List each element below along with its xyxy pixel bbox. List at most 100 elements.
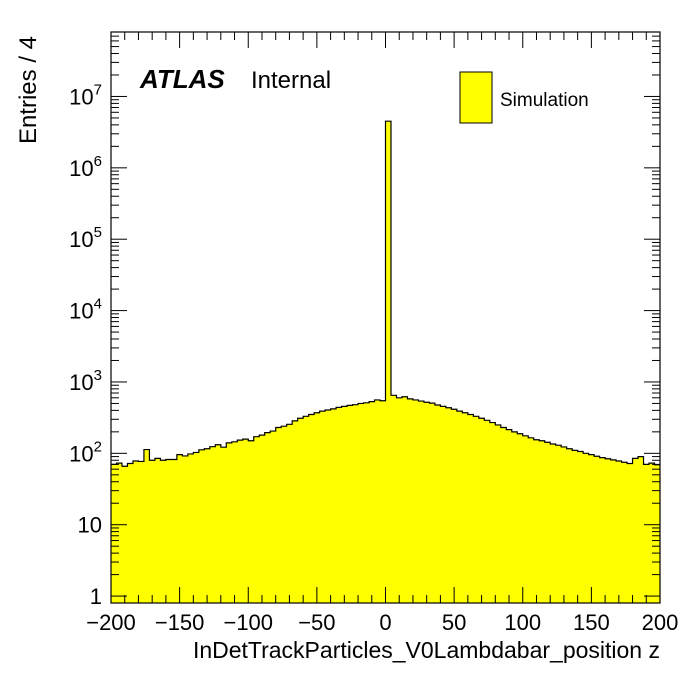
histogram-bin bbox=[407, 398, 414, 603]
x-tick-label: 50 bbox=[442, 610, 466, 635]
x-tick-label: 150 bbox=[573, 610, 610, 635]
histogram-bin bbox=[193, 452, 200, 603]
histogram-bin bbox=[621, 462, 628, 603]
x-tick-label: −100 bbox=[223, 610, 273, 635]
histogram-bin bbox=[489, 422, 496, 603]
histogram-bin bbox=[270, 431, 277, 603]
histogram-bin bbox=[517, 433, 524, 603]
histogram-bin bbox=[643, 464, 650, 603]
histogram-bin bbox=[149, 460, 156, 603]
histogram-bin bbox=[478, 418, 485, 603]
histogram-bin bbox=[154, 458, 161, 603]
histogram-bin bbox=[248, 440, 255, 603]
y-tick-label: 105 bbox=[69, 224, 102, 252]
histogram-bin bbox=[253, 436, 260, 603]
atlas-label: ATLAS bbox=[139, 64, 225, 94]
histogram-bin bbox=[451, 409, 458, 603]
histogram-bin bbox=[506, 429, 513, 603]
axis-ticks bbox=[110, 31, 661, 603]
histogram-bin bbox=[303, 416, 310, 603]
x-tick-label: −50 bbox=[298, 610, 335, 635]
histogram-bin bbox=[116, 463, 123, 603]
histogram-bin bbox=[423, 402, 430, 603]
histogram-bin bbox=[215, 444, 222, 603]
histogram-bin bbox=[528, 437, 535, 603]
histogram-bin bbox=[297, 418, 304, 603]
histogram-bin bbox=[577, 451, 584, 603]
histogram-bin bbox=[160, 460, 167, 603]
histogram-bin bbox=[319, 411, 326, 603]
histogram-bin bbox=[242, 439, 249, 603]
histogram-bin bbox=[198, 449, 205, 603]
histogram-bin bbox=[369, 401, 375, 603]
legend-swatch bbox=[459, 71, 493, 124]
histogram-bin bbox=[445, 407, 452, 603]
histogram-bin bbox=[495, 424, 502, 603]
histogram-bin bbox=[522, 435, 529, 603]
histogram-bin bbox=[308, 414, 315, 603]
histogram-bin bbox=[314, 412, 321, 603]
histogram-bin bbox=[511, 431, 518, 603]
histogram-bin bbox=[358, 403, 364, 603]
histogram-bin bbox=[533, 439, 540, 603]
histogram-bin bbox=[539, 440, 546, 603]
histogram-bin bbox=[599, 457, 606, 603]
histogram-bin bbox=[555, 445, 562, 603]
histogram-bin bbox=[341, 406, 348, 603]
histogram-bin bbox=[143, 449, 150, 603]
x-tick-label: 100 bbox=[504, 610, 541, 635]
x-tick-label: −150 bbox=[155, 610, 205, 635]
y-tick-label: 102 bbox=[69, 438, 102, 466]
y-tick-label: 1 bbox=[90, 584, 102, 609]
y-tick-label: 104 bbox=[69, 296, 102, 324]
histogram-bin bbox=[171, 459, 178, 603]
histogram-bin bbox=[594, 456, 601, 603]
histogram-bin bbox=[330, 408, 337, 603]
histogram-bin bbox=[231, 441, 238, 603]
histogram-bin bbox=[111, 464, 117, 603]
histogram-bin bbox=[237, 440, 244, 603]
histogram-bin bbox=[610, 459, 617, 603]
histogram-bin bbox=[616, 461, 622, 603]
histogram-bin bbox=[390, 395, 397, 603]
y-tick-label: 106 bbox=[69, 153, 102, 181]
histogram-bin bbox=[259, 435, 266, 603]
histogram-bin bbox=[605, 458, 611, 603]
x-tick-label: 200 bbox=[642, 610, 679, 635]
histogram-bin bbox=[561, 446, 568, 603]
histogram-bin bbox=[544, 442, 551, 603]
histogram-bin bbox=[654, 464, 661, 603]
histogram-bin bbox=[484, 420, 491, 603]
histogram-bin bbox=[176, 454, 183, 603]
histogram-bin bbox=[572, 450, 579, 603]
histogram-bin bbox=[187, 453, 194, 603]
histogram-bars bbox=[111, 120, 661, 603]
histogram-bin bbox=[209, 446, 216, 603]
y-tick-label: 107 bbox=[69, 81, 102, 109]
histogram-bin bbox=[275, 427, 282, 603]
histogram-bin bbox=[165, 459, 172, 603]
x-axis-title: InDetTrackParticles_V0Lambdabar_position… bbox=[193, 637, 660, 663]
histogram-bin bbox=[462, 412, 469, 603]
histogram-bin bbox=[649, 463, 655, 603]
internal-label: Internal bbox=[251, 67, 331, 94]
histogram-bin bbox=[325, 409, 331, 603]
histogram-bin bbox=[347, 405, 353, 603]
histogram-bin bbox=[226, 442, 233, 603]
histogram-bin bbox=[500, 427, 507, 603]
histogram-bin bbox=[264, 432, 271, 603]
histogram-bin bbox=[138, 461, 145, 603]
x-tick-labels: −200 −150 −100 −50 0 50 100 150 200 bbox=[86, 610, 678, 635]
x-tick-label: 0 bbox=[379, 610, 391, 635]
y-axis-title: Entries / 4 bbox=[15, 36, 42, 144]
histogram-bin bbox=[440, 406, 447, 603]
histogram-bin bbox=[566, 448, 573, 603]
histogram-bin bbox=[292, 420, 299, 603]
y-tick-label: 103 bbox=[69, 367, 102, 395]
histogram-bin bbox=[286, 424, 293, 603]
histogram-bin bbox=[401, 396, 408, 603]
histogram-bin bbox=[638, 456, 644, 603]
histogram-bin bbox=[374, 399, 381, 603]
